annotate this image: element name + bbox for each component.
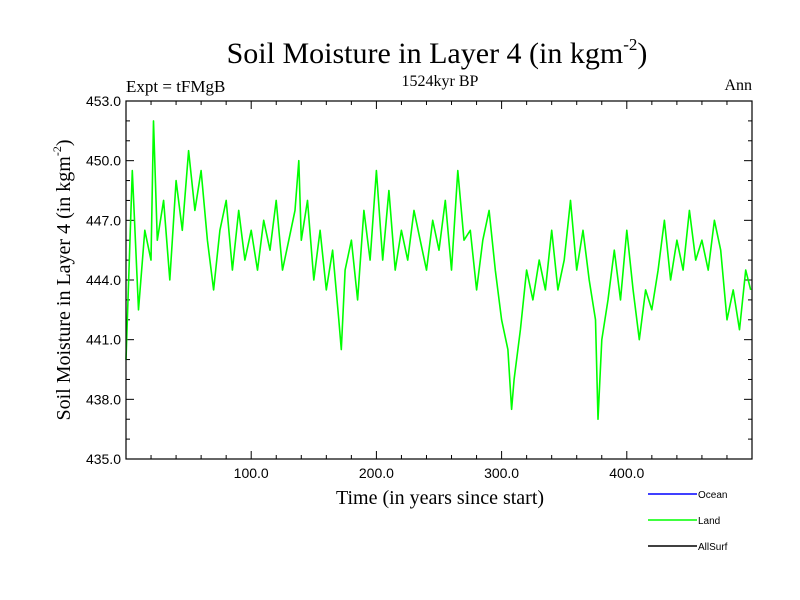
x-tick-label: 200.0 <box>359 465 394 481</box>
period-label: 1524kyr BP <box>402 73 479 90</box>
season-label: Ann <box>724 77 752 94</box>
x-tick-label: 400.0 <box>609 465 644 481</box>
y-axis-label: Soil Moisture in Layer 4 (in kgm-2) <box>50 139 75 420</box>
series-group <box>125 120 752 421</box>
y-tick-label: 453.0 <box>86 93 121 109</box>
chart-title: Soil Moisture in Layer 4 (in kgm-2) <box>227 35 648 70</box>
legend: Ocean Land AllSurf <box>648 490 728 553</box>
y-tick-label: 450.0 <box>86 153 121 169</box>
experiment-label: Expt = tFMgB <box>126 77 225 96</box>
x-tick-label: 100.0 <box>234 465 269 481</box>
series-line-land <box>125 120 752 421</box>
legend-label-ocean: Ocean <box>698 490 727 501</box>
y-tick-label: 441.0 <box>86 332 121 348</box>
legend-label-land: Land <box>698 516 720 527</box>
legend-label-allsurf: AllSurf <box>698 542 728 553</box>
x-tick-label: 300.0 <box>484 465 519 481</box>
y-tick-label: 438.0 <box>86 391 121 407</box>
x-axis-label: Time (in years since start) <box>336 487 544 509</box>
plot-frame <box>125 100 753 460</box>
axis-ticks <box>126 100 752 460</box>
tick-labels: 435.0 438.0 441.0 444.0 447.0 450.0 453.0 100.0… <box>86 93 645 481</box>
y-tick-label: 435.0 <box>86 451 121 467</box>
y-tick-label: 447.0 <box>86 212 121 228</box>
y-tick-label: 444.0 <box>86 272 121 288</box>
